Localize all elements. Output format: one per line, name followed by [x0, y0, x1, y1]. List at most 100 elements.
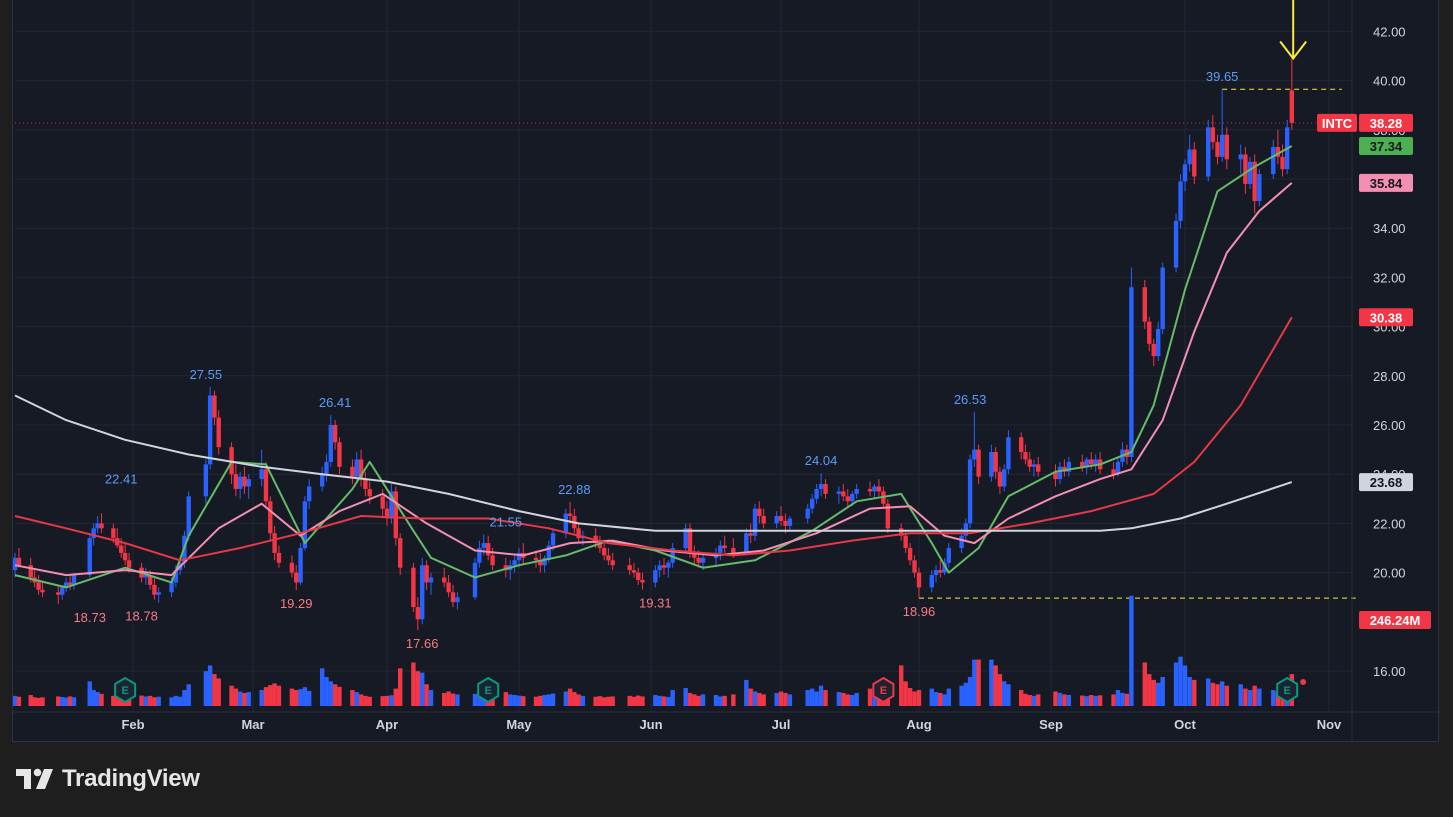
candle-body	[1057, 466, 1063, 480]
candle-body	[744, 533, 749, 553]
volume-bars	[13, 595, 1295, 706]
volume-bar	[805, 690, 810, 706]
sma-line	[14, 316, 1293, 562]
volume-bar	[1018, 690, 1024, 706]
candle-body	[481, 543, 486, 548]
volume-bar	[593, 696, 598, 706]
y-tick-label: 34.00	[1373, 221, 1406, 236]
volume-bar	[929, 688, 934, 706]
earnings-marker-shape	[872, 676, 895, 704]
high-low-label: 19.29	[280, 596, 313, 611]
earnings-marker: E	[1276, 676, 1299, 704]
price-badge-bg	[1359, 611, 1431, 629]
volume-bar	[1115, 690, 1121, 706]
high-low-label: 21.55	[490, 514, 523, 529]
candle-body	[302, 501, 308, 548]
volume-bar	[516, 695, 522, 706]
volume-bar	[809, 688, 815, 706]
candle-body	[126, 560, 132, 568]
candle-body	[143, 575, 149, 578]
earnings-marker-shape	[114, 676, 137, 704]
volume-bar	[324, 677, 329, 706]
candle-body	[972, 449, 977, 460]
candle-body	[71, 575, 77, 585]
volume-bar	[854, 692, 859, 706]
candle-body	[814, 488, 819, 499]
candle-body	[1206, 127, 1211, 177]
candle-body	[666, 562, 671, 568]
candle-body	[550, 533, 556, 546]
tradingview-logo[interactable]: TradingView	[16, 764, 200, 794]
volume-bar	[1178, 656, 1183, 706]
volume-bar	[967, 677, 973, 706]
y-tick-label: 32.00	[1373, 270, 1406, 285]
price-badge-value: 35.84	[1370, 176, 1403, 191]
candle-body	[398, 538, 403, 568]
volume-bar	[1142, 662, 1147, 706]
volume-bar	[818, 685, 824, 706]
candle-body	[1023, 452, 1028, 460]
earnings-marker: E	[114, 676, 137, 704]
volume-bar	[289, 688, 295, 706]
volume-bar	[63, 697, 69, 706]
y-tick-label: 28.00	[1373, 369, 1406, 384]
earnings-marker-label: E	[1284, 685, 1291, 697]
volume-bar	[687, 692, 693, 706]
sma-line	[14, 394, 1293, 532]
candle-body	[885, 503, 891, 529]
volume-bar	[1089, 694, 1094, 706]
volume-bar	[636, 695, 641, 706]
candle-body	[67, 582, 73, 585]
volume-bar	[823, 690, 828, 706]
candle-body	[1238, 154, 1243, 160]
price-badges: INTC 38.28 37.34 35.84 30.38 23.68 246.24M	[1317, 113, 1431, 629]
earnings-dot	[1300, 679, 1307, 685]
y-tick-label: 42.00	[1373, 24, 1406, 39]
candle-body	[328, 425, 334, 462]
volume-bar	[60, 697, 65, 706]
volume-bar	[229, 685, 234, 706]
volume-bar	[332, 684, 338, 706]
candle-body	[1280, 156, 1285, 170]
volume-bar	[1120, 692, 1125, 706]
candle-body	[87, 538, 92, 576]
candle-body	[56, 592, 61, 595]
volume-bar	[13, 695, 18, 706]
candle-body	[1219, 134, 1225, 157]
candle-body	[503, 565, 508, 571]
volume-bar	[182, 690, 187, 706]
volume-bar	[1210, 682, 1216, 706]
candle-body	[748, 533, 753, 536]
volume-bar	[1023, 693, 1028, 706]
volume-bar	[597, 696, 603, 706]
price-badge-bg	[1359, 173, 1413, 192]
candle-body	[627, 565, 632, 571]
candle-body	[1289, 90, 1295, 123]
x-tick-label: Aug	[906, 717, 931, 732]
volume-bar	[32, 697, 37, 706]
candle-body	[1247, 161, 1253, 184]
price-badge-bg	[1359, 473, 1413, 492]
volume-bar	[1247, 690, 1253, 706]
volume-bar	[1187, 677, 1192, 706]
candle-body	[1018, 437, 1024, 453]
volume-bar	[143, 696, 149, 706]
candle-body	[938, 570, 943, 573]
candle-body	[1215, 142, 1220, 157]
candle-body	[1275, 147, 1281, 157]
candle-body	[490, 555, 495, 566]
volume-bar	[761, 694, 766, 706]
high-low-label: 18.73	[73, 610, 106, 625]
volume-bar	[610, 696, 615, 706]
candle-body	[640, 579, 645, 583]
volume-bar	[420, 672, 425, 706]
candle-body	[1147, 321, 1152, 344]
candlestick-chart[interactable]: 22.41 18.73 18.78 27.55 26.41 19.29 17.66 21.55…	[13, 0, 1440, 742]
candle-body	[538, 560, 543, 566]
candle-body	[389, 491, 394, 519]
candle-body	[306, 486, 312, 502]
volume-bar	[156, 696, 161, 706]
earnings-marker-label: E	[880, 685, 887, 697]
high-low-label: 22.88	[558, 482, 591, 497]
